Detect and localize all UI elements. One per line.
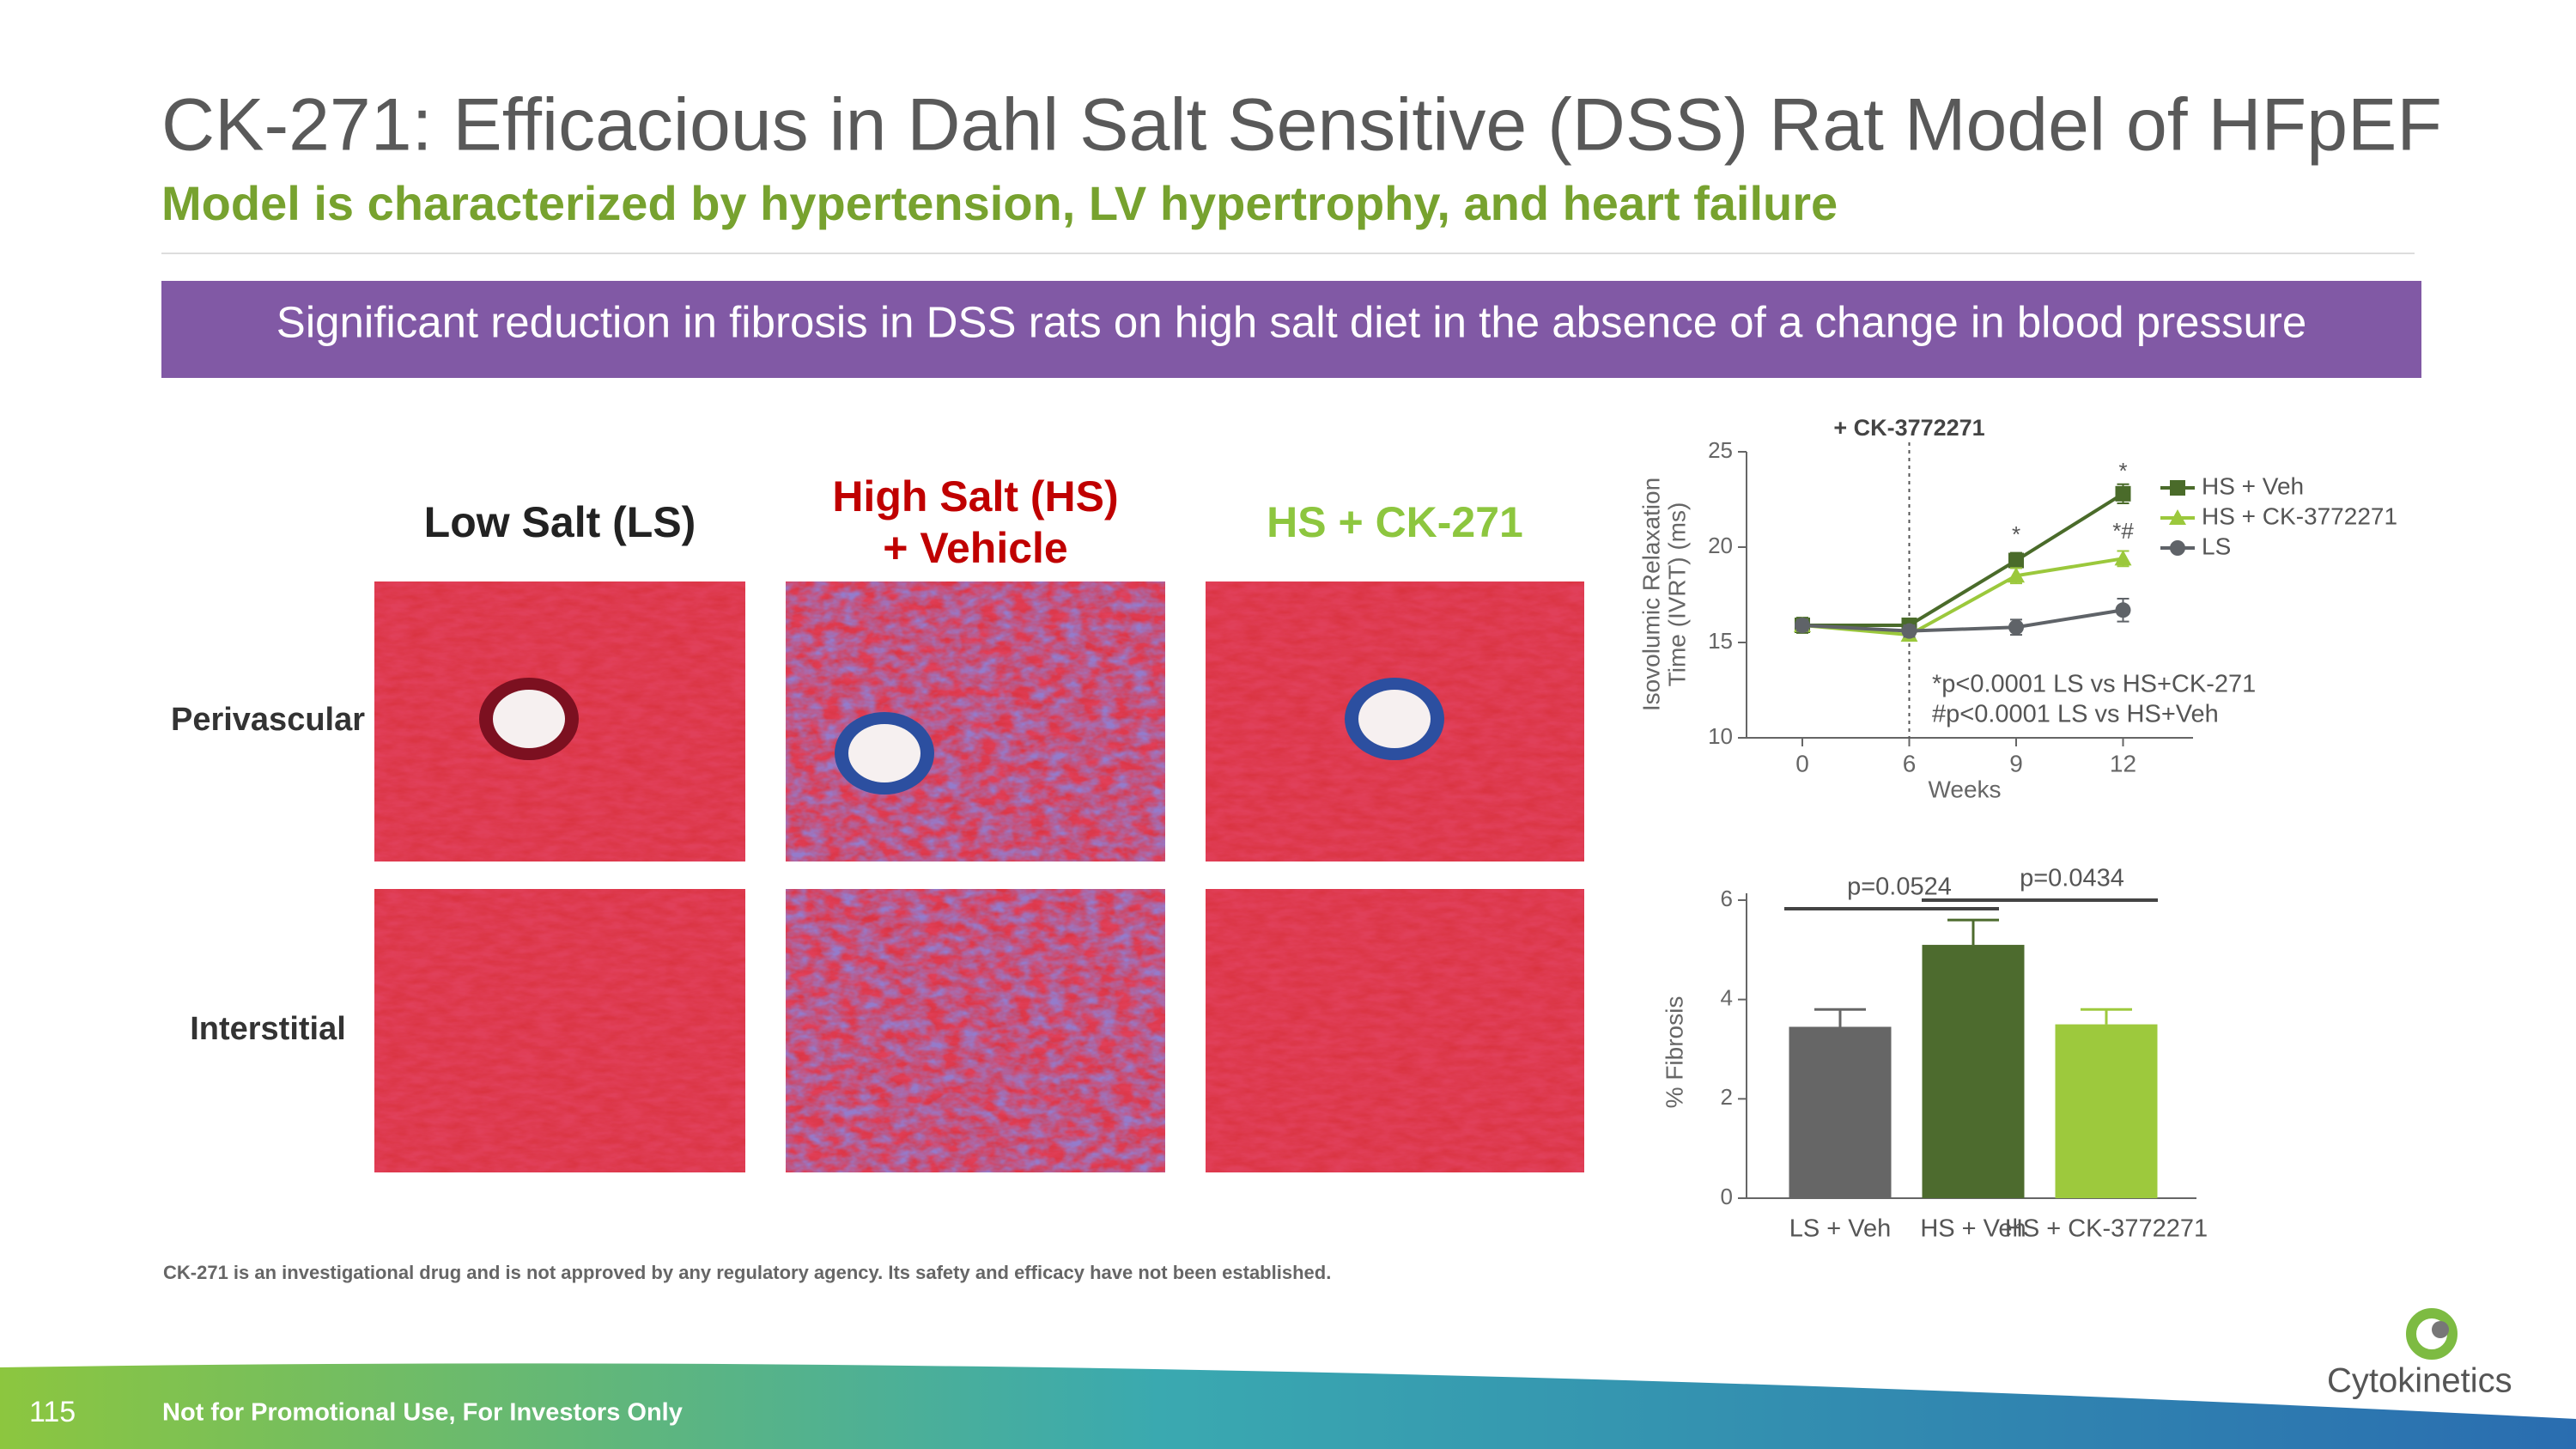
y-axis-label: Time (IVRT) (ms) [1663, 502, 1690, 687]
y-tick-label: 15 [1708, 628, 1733, 654]
histology: Low Salt (LS) High Salt (HS)+ Vehicle HS +… [171, 472, 1584, 1172]
title: CK-271: Efficacious in Dahl Salt Sensiti… [161, 84, 2442, 167]
data-point [2008, 619, 2024, 636]
error-bar [1814, 1008, 1866, 1027]
series-line [1801, 557, 2123, 637]
column-label: Low Salt (LS) [424, 498, 696, 546]
bar [1789, 1026, 1892, 1198]
y-tick-label: 2 [1721, 1084, 1733, 1110]
column-label: + Vehicle [883, 524, 1067, 572]
treatment-label: + CK-3772271 [1833, 415, 1984, 441]
footer-wave [0, 1363, 2576, 1449]
data-point [2115, 485, 2131, 502]
y-tick-label: 25 [1708, 437, 1733, 463]
x-tick-label: HS + Veh [1920, 1215, 2026, 1243]
y-tick-label: 4 [1721, 985, 1733, 1011]
data-point [2008, 552, 2024, 569]
y-tick-label: 20 [1708, 533, 1733, 558]
x-tick-label: LS + Veh [1789, 1215, 1892, 1243]
footer-note: Not for Promotional Use, For Investors O… [162, 1399, 683, 1427]
column-label: HS + CK-271 [1267, 498, 1523, 546]
banner: Significant reduction in fibrosis in DSS… [276, 297, 2306, 346]
column-label: High Salt (HS) [832, 472, 1118, 521]
x-tick-label: 9 [2009, 750, 2023, 776]
data-point [2114, 550, 2132, 566]
significance: * [2118, 458, 2127, 484]
data-point [1901, 623, 1917, 639]
series-line [1802, 492, 2124, 628]
error-bar [2081, 1008, 2132, 1025]
comparison-label: p=0.0434 [2020, 865, 2124, 892]
logo-ring [2406, 1308, 2458, 1360]
row-label: Perivascular [171, 702, 365, 738]
legend-marker [2170, 540, 2185, 556]
footnote: *p<0.0001 LS vs HS+CK-271 [1932, 671, 2256, 698]
y-tick-label: 6 [1721, 886, 1733, 911]
data-point [2115, 602, 2131, 618]
x-axis-label: Weeks [1928, 776, 2001, 802]
row-label: Interstitial [190, 1011, 346, 1047]
legend-marker [2170, 480, 2185, 496]
x-tick-label: 12 [2110, 750, 2136, 776]
disclaimer: CK-271 is an investigational drug and is… [163, 1262, 1331, 1283]
legend-label: HS + CK-3772271 [2202, 502, 2397, 529]
micrograph-texture [374, 889, 745, 1172]
micrograph-texture [1206, 889, 1584, 1172]
x-tick-label: 6 [1903, 750, 1917, 776]
series-line [1801, 608, 2123, 633]
vessel-lumen [493, 690, 565, 748]
banner-bg [161, 281, 2421, 378]
significance: * [2012, 521, 2020, 547]
y-tick-label: 10 [1708, 723, 1733, 749]
logo-dot [2432, 1321, 2449, 1338]
fibrosis-stain [786, 581, 1165, 861]
data-point [2008, 567, 2025, 583]
legend-marker [2169, 509, 2186, 525]
significance: *# [2112, 518, 2134, 544]
legend-label: HS + Veh [2202, 472, 2304, 499]
page-number: 115 [29, 1396, 76, 1428]
footnote: #p<0.0001 LS vs HS+Veh [1932, 701, 2219, 728]
logo-text: Cytokinetics [2327, 1362, 2512, 1400]
bar [1922, 945, 2025, 1198]
subtitle: Model is characterized by hypertension, … [161, 176, 1838, 230]
comparison-label: p=0.0524 [1847, 874, 1952, 901]
bar [2055, 1024, 2158, 1198]
y-tick-label: 0 [1721, 1184, 1733, 1209]
error-bar [1947, 918, 1999, 946]
x-tick-label: 0 [1795, 750, 1809, 776]
data-point [1795, 618, 1810, 634]
legend-label: LS [2202, 533, 2231, 559]
y-axis-label: Isovolumic Relaxation [1637, 478, 1664, 711]
fibrosis-stain [786, 889, 1165, 1172]
vessel-lumen [1358, 690, 1431, 748]
x-tick-label: HS + CK-3772271 [2005, 1215, 2208, 1243]
vessel-lumen [848, 724, 920, 782]
y-axis-label: % Fibrosis [1661, 996, 1687, 1109]
